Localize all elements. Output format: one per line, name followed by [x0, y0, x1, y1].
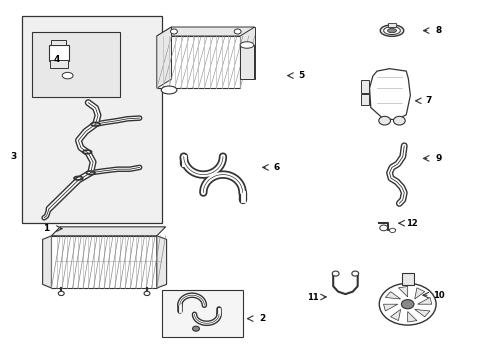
Circle shape [58, 291, 64, 296]
Bar [388, 23, 396, 27]
Circle shape [234, 29, 241, 34]
Polygon shape [51, 227, 166, 236]
Bar [51, 40, 66, 45]
Polygon shape [369, 69, 411, 120]
Polygon shape [172, 27, 255, 79]
Text: 6: 6 [274, 163, 280, 172]
Polygon shape [415, 309, 430, 317]
Bar [50, 60, 68, 68]
Circle shape [193, 326, 199, 331]
Text: 7: 7 [425, 96, 432, 105]
Text: 10: 10 [433, 291, 444, 300]
Polygon shape [157, 27, 172, 88]
Text: 3: 3 [11, 152, 17, 161]
Polygon shape [157, 236, 167, 288]
Polygon shape [157, 36, 240, 88]
Circle shape [352, 271, 359, 276]
Bar [32, 32, 120, 97]
Bar [22, 16, 162, 223]
Ellipse shape [388, 28, 396, 33]
Circle shape [379, 116, 391, 125]
Circle shape [144, 291, 150, 296]
Circle shape [393, 116, 405, 125]
Polygon shape [157, 27, 255, 36]
Bar [22, 16, 162, 223]
Polygon shape [43, 236, 51, 288]
Text: 1: 1 [44, 224, 49, 233]
Polygon shape [408, 311, 417, 322]
Ellipse shape [240, 42, 254, 48]
Circle shape [379, 283, 436, 325]
Bar [402, 273, 414, 285]
Text: 9: 9 [435, 154, 442, 163]
Polygon shape [415, 288, 425, 299]
Circle shape [390, 228, 395, 233]
Bar [162, 290, 243, 337]
Text: 11: 11 [307, 292, 318, 302]
Circle shape [380, 225, 388, 231]
Polygon shape [384, 304, 398, 311]
Polygon shape [398, 287, 408, 297]
Bar [362, 94, 369, 105]
Circle shape [171, 29, 177, 34]
Polygon shape [385, 292, 401, 299]
Text: 8: 8 [436, 26, 441, 35]
Text: 12: 12 [406, 219, 417, 228]
Bar [240, 45, 254, 79]
Text: 2: 2 [259, 314, 265, 323]
Ellipse shape [161, 86, 177, 94]
Polygon shape [51, 236, 157, 288]
Ellipse shape [62, 72, 73, 79]
Polygon shape [391, 309, 401, 321]
Ellipse shape [380, 25, 404, 36]
Circle shape [332, 271, 339, 276]
Bar [362, 80, 369, 93]
Circle shape [401, 300, 414, 309]
Polygon shape [417, 297, 432, 304]
Text: 4: 4 [53, 55, 60, 64]
Bar [49, 45, 69, 61]
Ellipse shape [384, 27, 400, 35]
Text: 5: 5 [298, 71, 304, 80]
